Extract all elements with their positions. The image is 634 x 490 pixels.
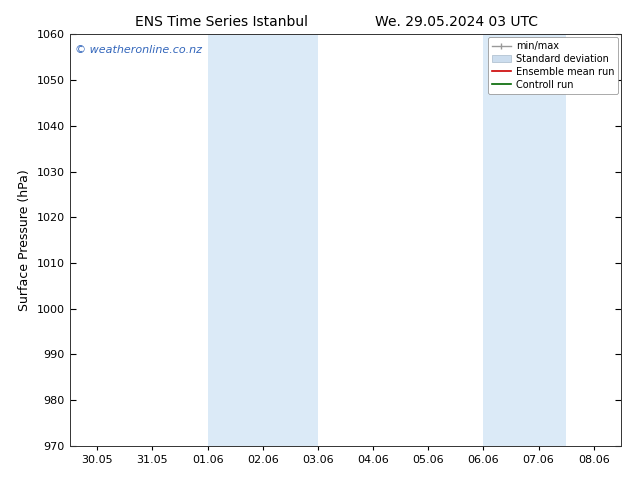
Legend: min/max, Standard deviation, Ensemble mean run, Controll run: min/max, Standard deviation, Ensemble me… <box>488 37 618 94</box>
Text: We. 29.05.2024 03 UTC: We. 29.05.2024 03 UTC <box>375 15 538 29</box>
Bar <box>207 34 318 446</box>
Text: © weatheronline.co.nz: © weatheronline.co.nz <box>75 45 202 54</box>
Y-axis label: Surface Pressure (hPa): Surface Pressure (hPa) <box>18 169 31 311</box>
Bar <box>483 34 566 446</box>
Text: ENS Time Series Istanbul: ENS Time Series Istanbul <box>136 15 308 29</box>
